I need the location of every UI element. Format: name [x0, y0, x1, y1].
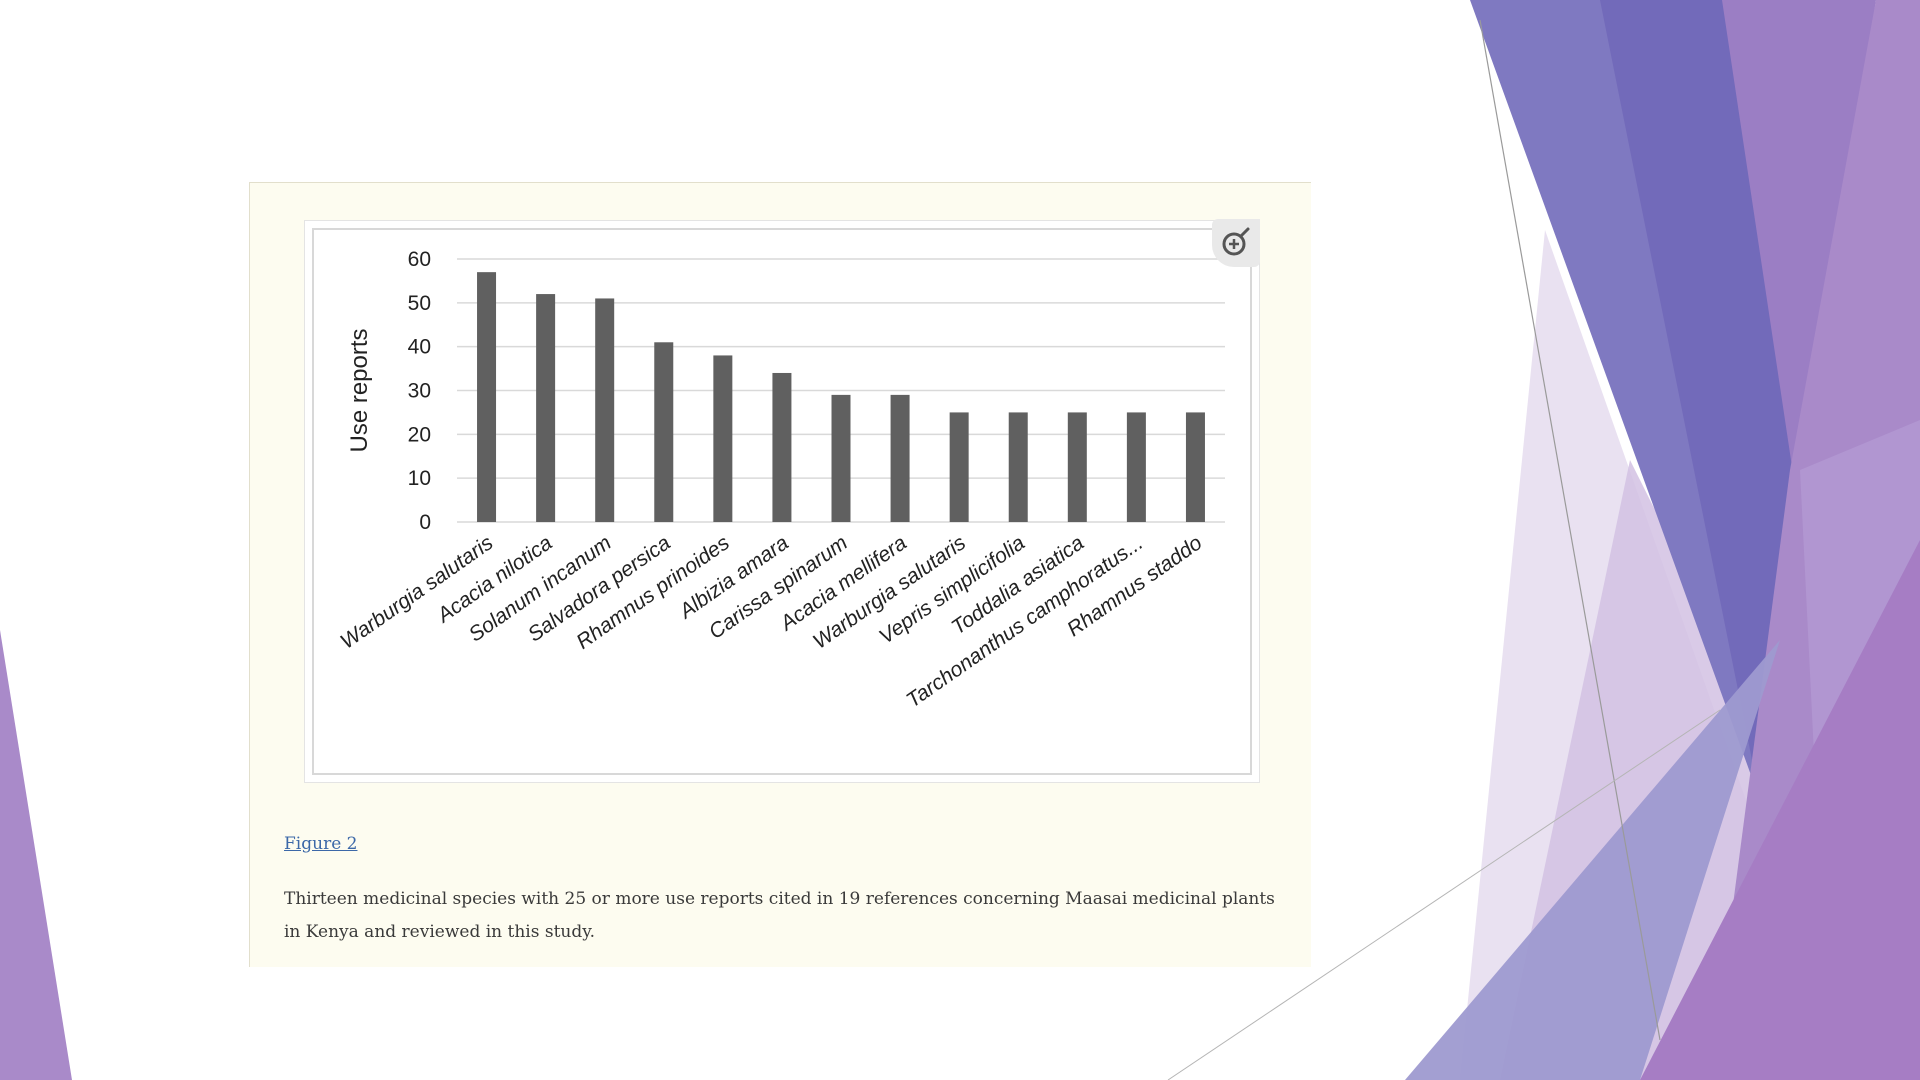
deco-shape-purple-bottom	[1640, 540, 1920, 1080]
bar	[595, 298, 615, 522]
bar	[1067, 412, 1087, 522]
bar	[1126, 412, 1146, 522]
bar	[477, 272, 497, 522]
y-tick-label: 10	[408, 467, 431, 490]
bar	[1008, 412, 1028, 522]
zoom-button[interactable]	[1212, 219, 1260, 267]
deco-line-cross	[1167, 709, 1721, 1080]
deco-shape-left	[0, 630, 72, 1080]
bar	[654, 342, 674, 522]
bar	[949, 412, 969, 522]
deco-shape-periwinkle-bottom	[1405, 640, 1780, 1080]
figure-card: 0 10 20 30 40 50 60 Use reports Warburgia saluta…	[249, 182, 1311, 967]
bar	[713, 355, 733, 522]
deco-shape-violet-top	[1722, 0, 1876, 520]
bar	[831, 394, 851, 522]
figure-link[interactable]: Figure 2	[284, 834, 358, 854]
deco-shape-blue-dark	[1600, 0, 1800, 800]
y-tick-label: 40	[408, 336, 431, 359]
bar	[536, 294, 556, 522]
y-tick-label: 20	[408, 423, 431, 446]
bar	[890, 394, 910, 522]
chart-frame: 0 10 20 30 40 50 60 Use reports Warburgia saluta…	[304, 220, 1260, 783]
bar	[1185, 412, 1205, 522]
figure-caption: Thirteen medicinal species with 25 or mo…	[284, 889, 1275, 942]
bar	[772, 372, 792, 522]
y-tick-label: 0	[419, 511, 431, 534]
y-tick-label: 30	[408, 380, 431, 403]
y-tick-label: 60	[408, 248, 431, 271]
deco-line-diagonal	[1479, 19, 1661, 1041]
y-tick-label: 50	[408, 292, 431, 315]
chart-border	[312, 228, 1252, 775]
y-axis-label: Use reports	[346, 328, 373, 452]
zoom-in-icon	[1222, 227, 1250, 256]
